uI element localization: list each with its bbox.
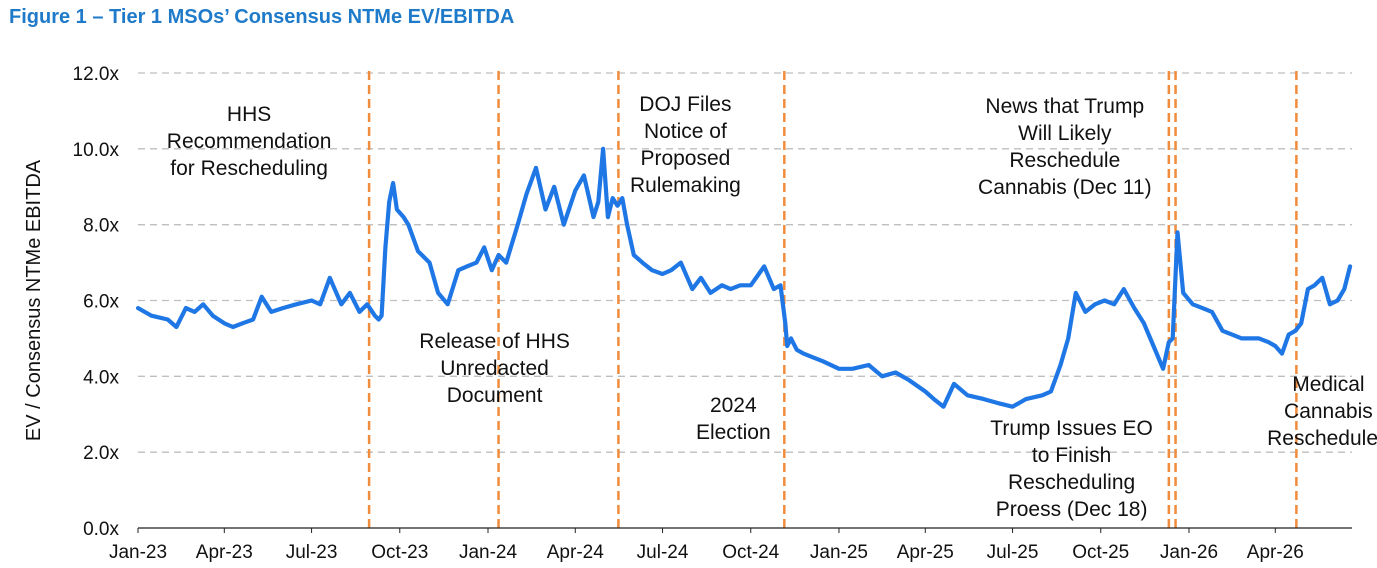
y-tick-label: 0.0x: [83, 519, 119, 540]
x-tick-label: Jul-23: [286, 542, 338, 563]
x-axis-ticks: Jan-23 Apr-23 Jul-23 Oct-23 Jan-24 Apr-24 Jul-…: [109, 528, 1304, 563]
event-annotation-line: Unredacted: [440, 357, 549, 380]
y-tick-label: 8.0x: [83, 216, 119, 237]
y-tick-label: 10.0x: [73, 140, 120, 161]
series-line: [135, 146, 1353, 409]
gridlines: [138, 72, 1352, 453]
event-annotation-line: Will Likely: [1018, 122, 1112, 145]
y-axis-ticks: 0.0x 2.0x 4.0x 6.0x 8.0x 10.0x 12.0x: [73, 64, 120, 540]
event-annotation-line: Medical: [1292, 373, 1364, 396]
event-annotation-line: HHS: [227, 103, 271, 126]
x-tick-label: Apr-23: [196, 542, 253, 563]
y-tick-label: 2.0x: [83, 443, 119, 464]
x-tick-label: Apr-25: [897, 542, 954, 563]
x-tick-label: Apr-26: [1247, 542, 1304, 563]
x-tick-label: Oct-24: [722, 542, 779, 563]
event-annotation-line: Document: [447, 384, 543, 407]
x-tick-label: Apr-24: [547, 542, 604, 563]
y-tick-label: 4.0x: [83, 367, 119, 388]
event-annotation-line: Release of HHS: [419, 330, 570, 353]
event-annotation-line: Rulemaking: [630, 174, 741, 197]
event-annotation-line: for Rescheduling: [170, 157, 328, 180]
event-annotation-line: DOJ Files: [639, 93, 731, 116]
event-annotation-line: Recommendation: [167, 130, 332, 153]
event-annotation-line: Rescheduled: [1267, 427, 1377, 450]
x-tick-label: Jan-26: [1160, 542, 1218, 563]
event-annotation-line: Notice of: [644, 120, 727, 143]
event-annotation-line: Cannabis: [1284, 400, 1373, 423]
x-tick-label: Oct-25: [1072, 542, 1129, 563]
event-annotations: HHS Recommendation for Rescheduling Release…: [167, 93, 1377, 521]
event-annotation-line: Proposed: [640, 147, 730, 170]
y-tick-label: 12.0x: [73, 64, 120, 85]
x-tick-label: Jul-25: [987, 542, 1039, 563]
x-tick-label: Jan-25: [810, 542, 868, 563]
event-annotation-line: Trump Issues EO: [990, 417, 1153, 440]
x-tick-label: Jul-24: [637, 542, 689, 563]
x-tick-label: Jan-24: [459, 542, 518, 563]
figure-title: Figure 1 – Tier 1 MSOs’ Consensus NTMe E…: [9, 6, 515, 28]
event-annotation-line: Proess (Dec 18): [996, 498, 1148, 521]
y-tick-label: 6.0x: [83, 292, 119, 313]
event-annotation-line: Election: [696, 421, 771, 444]
x-tick-label: Jan-23: [109, 542, 167, 563]
event-lines: [367, 71, 1298, 528]
event-annotation-line: Reschedule: [1009, 149, 1120, 172]
y-axis-label: EV / Consensus NTMe EBITDA: [23, 159, 45, 441]
event-annotation-line: News that Trump: [985, 95, 1144, 118]
series-layer: [135, 146, 1353, 409]
event-annotation-line: 2024: [710, 394, 757, 417]
event-annotation-line: Rescheduling: [1008, 471, 1135, 494]
x-tick-label: Oct-23: [371, 542, 428, 563]
event-annotation-line: Cannabis (Dec 11): [978, 176, 1152, 199]
event-annotation-line: to Finish: [1032, 444, 1111, 467]
